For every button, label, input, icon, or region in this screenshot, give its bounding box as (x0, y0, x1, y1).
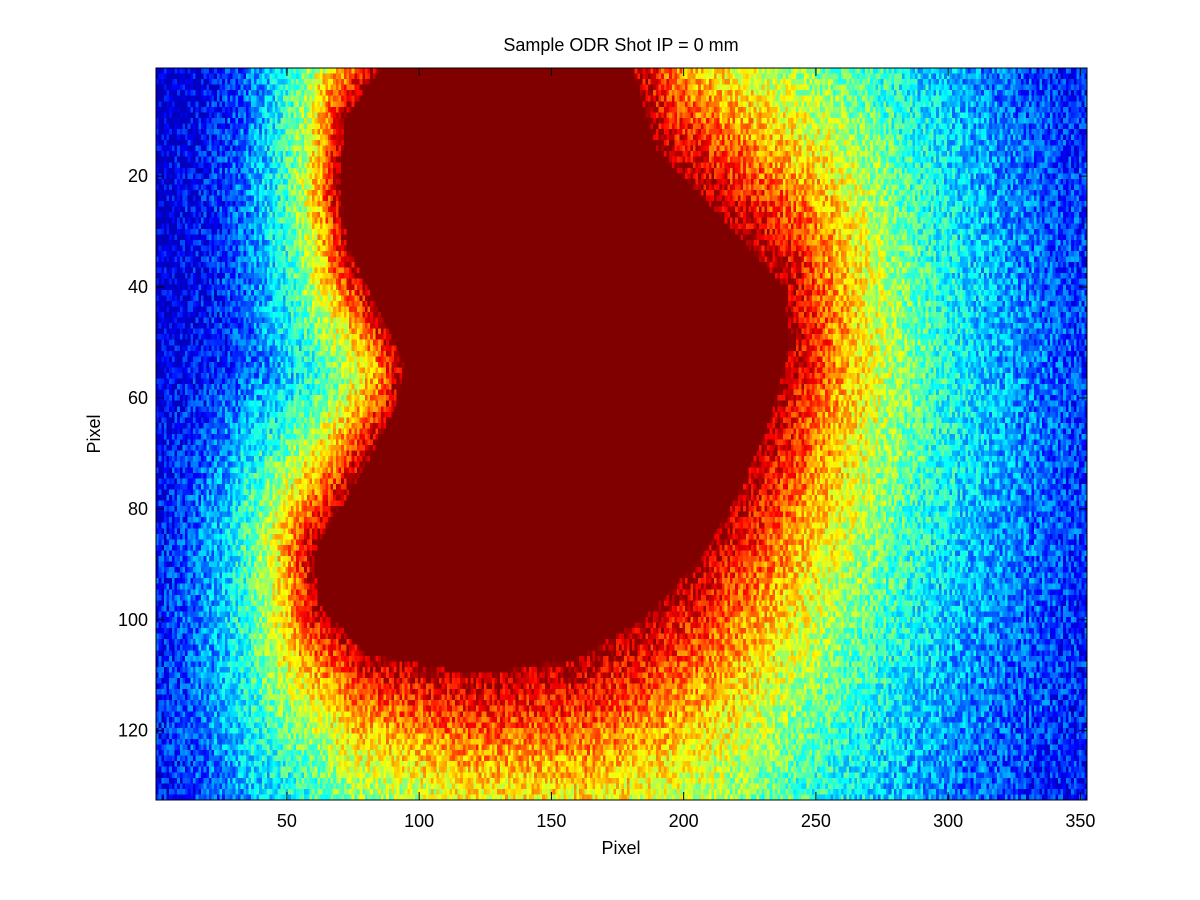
y-tick-label: 100 (118, 610, 148, 630)
x-axis-ticks: 50 100 150 200 250 300 350 (277, 68, 1095, 831)
y-tick-label: 60 (128, 388, 148, 408)
x-tick-label: 350 (1065, 811, 1095, 831)
x-axis-label: Pixel (601, 838, 640, 858)
y-tick-label: 40 (128, 277, 148, 297)
x-tick-label: 300 (933, 811, 963, 831)
x-tick-label: 250 (801, 811, 831, 831)
x-tick-label: 100 (404, 811, 434, 831)
x-tick-label: 150 (536, 811, 566, 831)
y-axis-label: Pixel (84, 414, 104, 453)
chart-title: Sample ODR Shot IP = 0 mm (503, 35, 738, 55)
plot-frame (155, 67, 1088, 801)
heatmap-image-frame (156, 68, 1087, 800)
y-axis-ticks: 20 40 60 80 100 120 (118, 166, 1087, 741)
x-tick-label: 200 (669, 811, 699, 831)
y-tick-label: 20 (128, 166, 148, 186)
plot-area: 50 100 150 200 250 300 350 20 40 60 80 100 120 (118, 67, 1095, 831)
x-tick-label: 50 (277, 811, 297, 831)
y-tick-label: 120 (118, 721, 148, 741)
heatmap-image (156, 68, 1087, 800)
y-tick-label: 80 (128, 499, 148, 519)
